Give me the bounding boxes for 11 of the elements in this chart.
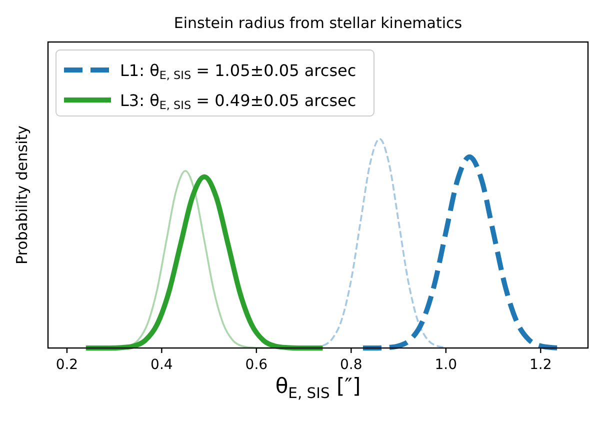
chart-title: Einstein radius from stellar kinematics	[174, 14, 462, 32]
x-tick-label: 0.6	[245, 357, 268, 373]
legend-label: L1: θ$_{E, SIS}$ = 1.05±0.05 arcsec	[120, 61, 356, 82]
x-axis-title: θ$_{E, SIS}$ [″]	[275, 374, 361, 402]
y-axis-title: Probability density	[13, 125, 31, 265]
x-tick-label: 0.4	[150, 357, 173, 373]
x-tick-label: 1.2	[530, 357, 552, 373]
x-tick-label: 0.2	[56, 357, 78, 373]
legend-label: L3: θ$_{E, SIS}$ = 0.49±0.05 arcsec	[120, 91, 356, 112]
x-tick-label: 1.0	[434, 357, 458, 373]
x-tick-label: 0.8	[340, 357, 362, 373]
